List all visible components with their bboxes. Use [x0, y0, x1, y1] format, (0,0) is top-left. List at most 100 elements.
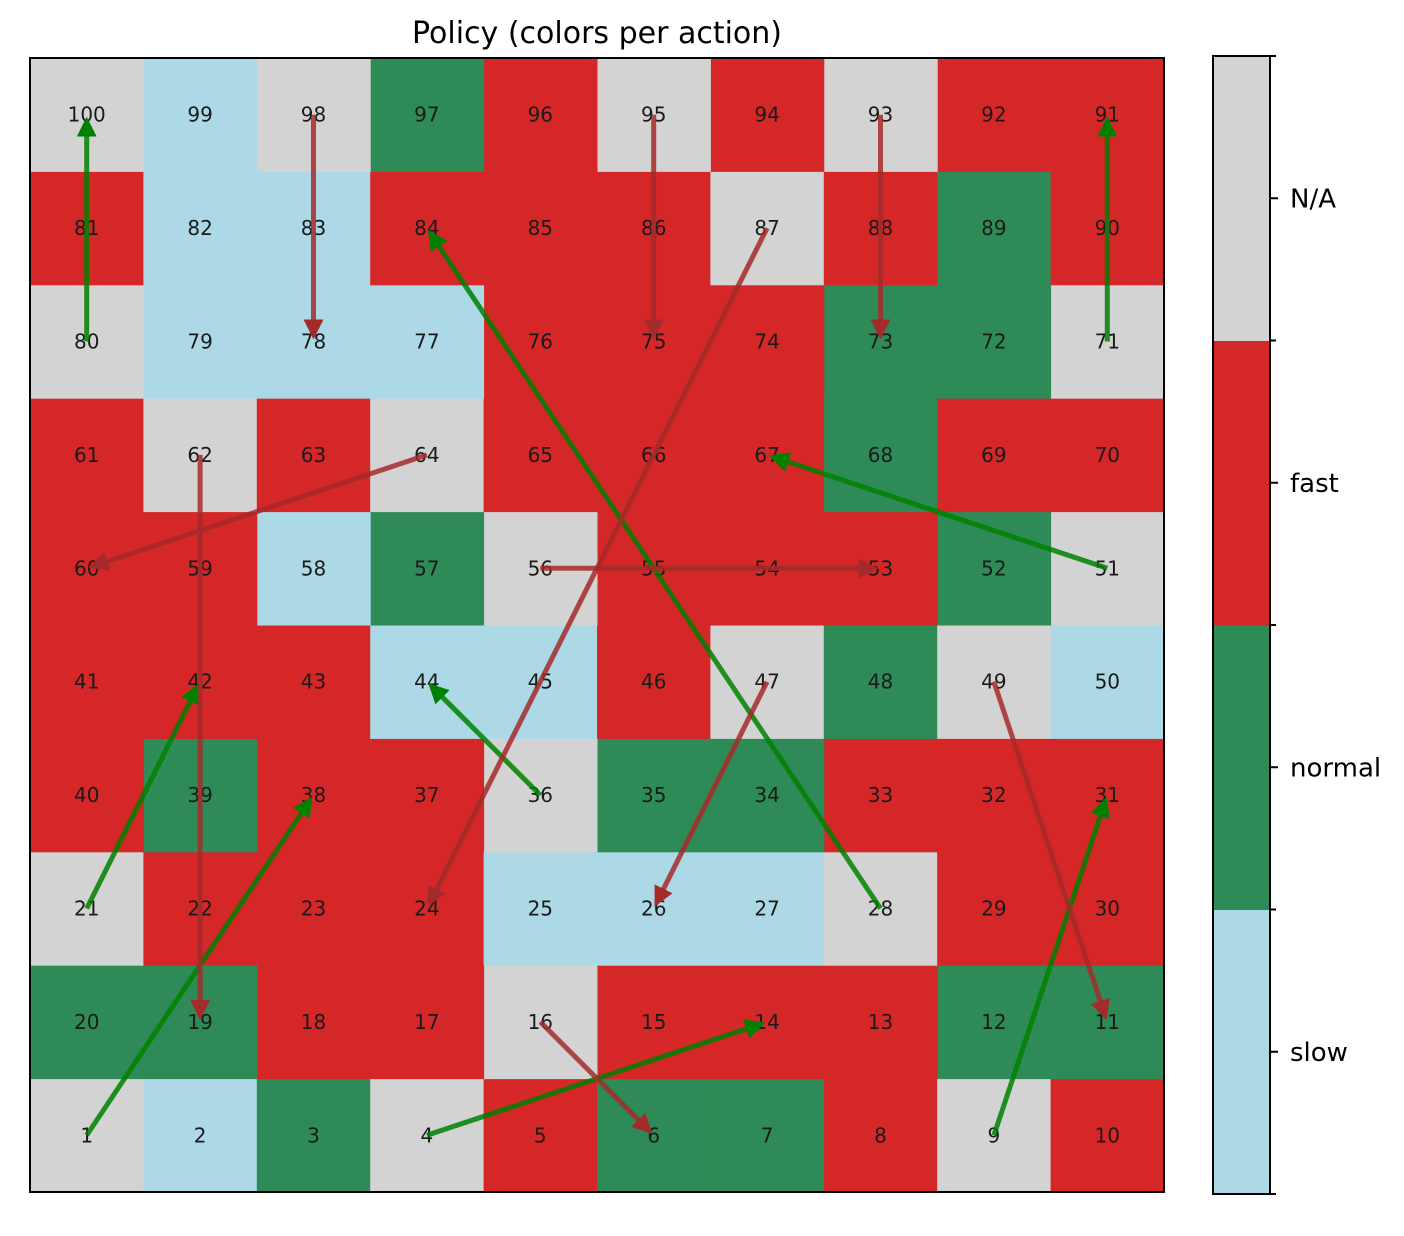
cell-label-2: 2	[194, 1123, 207, 1147]
cell-50	[1050, 625, 1165, 739]
cell-94	[710, 58, 825, 172]
cell-label-84: 84	[414, 216, 439, 240]
cell-11	[1050, 965, 1165, 1080]
cell-label-7: 7	[761, 1123, 774, 1147]
cell-14	[710, 965, 825, 1080]
cell-label-13: 13	[868, 1010, 893, 1034]
cell-26	[597, 851, 711, 966]
cell-69	[937, 398, 1052, 513]
cell-label-25: 25	[528, 897, 553, 921]
cell-label-41: 41	[74, 670, 99, 694]
cell-33	[823, 738, 938, 853]
chart-title: Policy (colors per action)	[412, 16, 782, 51]
cell-24	[370, 851, 485, 966]
colorbar-segment-normal	[1213, 625, 1270, 910]
cell-label-10: 10	[1095, 1123, 1120, 1147]
cell-label-92: 92	[981, 103, 1006, 127]
cell-label-24: 24	[414, 897, 439, 921]
cell-1	[30, 1078, 144, 1193]
cell-label-5: 5	[534, 1123, 547, 1147]
cell-7	[710, 1078, 825, 1193]
cell-label-20: 20	[74, 1010, 99, 1034]
cell-label-29: 29	[981, 897, 1006, 921]
cell-25	[483, 851, 598, 966]
ladder-arrow-21-to-42	[84, 683, 200, 910]
cell-58	[256, 511, 371, 626]
cell-79	[143, 284, 258, 399]
snake-arrow-49-to-11	[991, 680, 1110, 1021]
cell-label-15: 15	[641, 1010, 666, 1034]
transition-arrows	[76, 114, 1118, 1138]
cell-label-38: 38	[301, 783, 326, 807]
cell-18	[256, 965, 371, 1080]
cell-10	[1050, 1078, 1165, 1193]
cell-27	[710, 851, 825, 966]
ladder-arrow-51-to-67	[768, 452, 1109, 571]
colorbar-segment-slow	[1213, 909, 1270, 1195]
cell-label-18: 18	[301, 1010, 326, 1034]
cell-61	[30, 398, 144, 513]
cell-label-3: 3	[307, 1123, 320, 1147]
cell-3	[256, 1078, 371, 1193]
ladder-arrow-36-to-44	[428, 683, 543, 797]
cell-label-89: 89	[981, 216, 1006, 240]
cell-77	[370, 284, 485, 399]
cell-label-37: 37	[414, 783, 439, 807]
cell-label-26: 26	[641, 897, 666, 921]
cell-92	[937, 58, 1052, 172]
cell-57	[370, 511, 485, 626]
cell-label-48: 48	[868, 670, 893, 694]
cell-label-11: 11	[1095, 1010, 1120, 1034]
cell-label-60: 60	[74, 556, 99, 580]
cell-70	[1050, 398, 1165, 513]
cell-label-57: 57	[414, 556, 439, 580]
cell-label-85: 85	[528, 216, 553, 240]
cell-label-27: 27	[754, 897, 779, 921]
cell-label-32: 32	[981, 783, 1006, 807]
cell-29	[937, 851, 1052, 966]
board-frame	[29, 57, 1165, 1193]
cell-46	[597, 625, 711, 739]
snake-arrow-64-to-60	[88, 452, 428, 571]
cell-85	[483, 171, 598, 286]
snake-arrow-87-to-24	[427, 226, 770, 907]
cell-label-94: 94	[754, 103, 779, 127]
cell-82	[143, 171, 258, 286]
cell-41	[30, 625, 144, 739]
colorbar-label-normal: normal	[1290, 753, 1381, 783]
cell-label-46: 46	[641, 670, 666, 694]
cell-23	[256, 851, 371, 966]
cell-label-58: 58	[301, 556, 326, 580]
colorbar-segment-fast	[1213, 340, 1270, 626]
cell-label-34: 34	[754, 783, 779, 807]
ladder-arrow-9-to-31	[991, 796, 1110, 1137]
cell-99	[143, 58, 258, 172]
cell-13	[823, 965, 938, 1080]
cell-label-61: 61	[74, 443, 99, 467]
cell-label-68: 68	[868, 443, 893, 467]
cell-label-65: 65	[528, 443, 553, 467]
cell-64	[370, 398, 485, 513]
cell-label-6: 6	[647, 1123, 660, 1147]
cell-label-40: 40	[74, 783, 99, 807]
cell-label-69: 69	[981, 443, 1006, 467]
cell-label-8: 8	[874, 1123, 887, 1147]
colorbar-label-slow: slow	[1290, 1038, 1348, 1068]
cell-17	[370, 965, 485, 1080]
cell-97	[370, 58, 485, 172]
cell-label-70: 70	[1095, 443, 1120, 467]
cell-28	[823, 851, 938, 966]
cell-label-99: 99	[187, 103, 212, 127]
colorbar-segment-n-a	[1213, 56, 1270, 341]
cell-label-82: 82	[187, 216, 212, 240]
cell-label-74: 74	[754, 330, 779, 354]
colorbar: slow normal fast N/A	[1212, 55, 1381, 1195]
cell-label-79: 79	[187, 330, 212, 354]
cell-label-96: 96	[528, 103, 553, 127]
cell-96	[483, 58, 598, 172]
cell-label-17: 17	[414, 1010, 439, 1034]
cell-label-77: 77	[414, 330, 439, 354]
colorbar-label-fast: fast	[1290, 469, 1339, 499]
cell-43	[256, 625, 371, 739]
